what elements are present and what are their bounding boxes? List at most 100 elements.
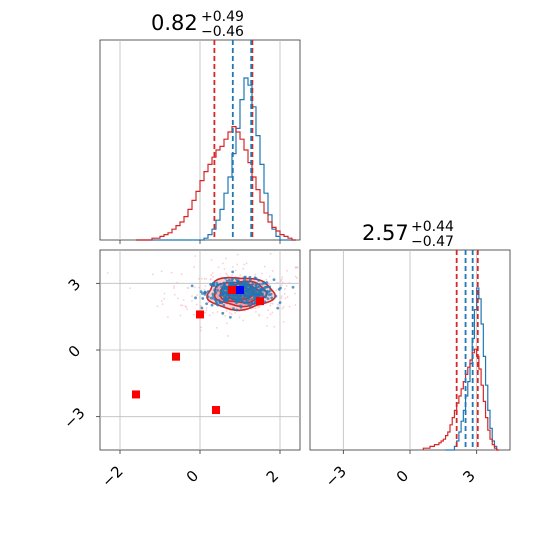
faint-sample-124: [281, 281, 284, 284]
faint-sample-21: [226, 322, 228, 325]
red-marker-3: [212, 406, 220, 414]
faint-sample-201: [285, 285, 288, 287]
panel-joint-content: [106, 250, 307, 414]
blue-sample-299: [211, 281, 215, 285]
blue-sample-27: [254, 277, 258, 280]
joint-markers: [132, 286, 264, 414]
faint-sample-134: [267, 309, 270, 312]
faint-sample-127: [268, 275, 271, 278]
blue-sample-399: [235, 308, 239, 312]
joint-x-tick-label-2: 2: [263, 467, 282, 486]
faint-sample-5: [160, 300, 163, 302]
faint-sample-207: [181, 304, 184, 307]
faint-sample-139: [231, 274, 233, 276]
faint-sample-167: [294, 266, 297, 269]
blue-sample-336: [270, 296, 274, 300]
blue-sample-271: [278, 301, 282, 305]
blue-sample-311: [272, 278, 276, 281]
faint-sample-132: [242, 319, 245, 322]
joint-y-tick-label-0: −3: [60, 404, 88, 432]
blue-sample-415: [245, 289, 249, 293]
faint-sample-98: [194, 255, 197, 257]
faint-sample-103: [195, 303, 198, 306]
blue-sample-315: [238, 282, 242, 286]
faint-sample-229: [209, 278, 212, 281]
blue-sample-300: [260, 288, 264, 292]
blue-sample-171: [254, 282, 258, 286]
panel-param1-tick-marks: [119, 240, 281, 244]
blue-sample-52: [249, 278, 252, 282]
faint-sample-62: [294, 292, 297, 295]
joint-y-tick-label-1: 0: [65, 342, 84, 361]
faint-sample-251: [182, 299, 185, 301]
faint-sample-181: [186, 308, 189, 311]
blue-sample-157: [225, 279, 229, 283]
faint-sample-137: [288, 282, 291, 284]
panel-param2-quantile-lines: [455, 250, 479, 450]
faint-sample-144: [280, 284, 283, 287]
panel-param1-title: 0.82 +0.49 −0.46: [151, 9, 244, 40]
blue-sample-354: [267, 293, 271, 297]
faint-sample-97: [225, 310, 228, 312]
blue-sample-396: [257, 285, 261, 288]
faint-sample-48: [266, 324, 268, 327]
red-marker-5: [228, 286, 236, 294]
panel-param2-x-ticks: −3 0 3: [322, 450, 479, 491]
faint-sample-253: [224, 314, 226, 317]
faint-sample-122: [151, 273, 154, 276]
histogram-series-1: [136, 126, 296, 241]
faint-sample-89: [236, 263, 239, 266]
blue-sample-376: [212, 284, 215, 287]
red-marker-1: [172, 352, 180, 361]
blue-sample-414: [237, 279, 240, 282]
blue-sample-301: [248, 304, 252, 308]
faint-sample-78: [217, 266, 220, 269]
faint-sample-115: [179, 314, 182, 317]
blue-sample-120: [234, 277, 238, 281]
blue-sample-408: [221, 292, 225, 296]
blue-sample-262: [228, 315, 232, 319]
faint-sample-244: [129, 287, 131, 290]
faint-sample-106: [166, 316, 169, 319]
faint-sample-99: [254, 273, 257, 276]
blue-sample-168: [263, 282, 267, 285]
faint-sample-146: [283, 288, 286, 290]
faint-sample-258: [211, 272, 214, 274]
faint-sample-205: [266, 317, 269, 319]
red-marker-4: [256, 297, 264, 306]
faint-sample-135: [256, 306, 259, 309]
faint-sample-125: [277, 303, 279, 306]
blue-sample-375: [209, 296, 213, 300]
blue-sample-2: [221, 311, 225, 315]
faint-sample-254: [221, 262, 224, 265]
blue-sample-258: [239, 305, 243, 309]
red-marker-2: [196, 310, 204, 319]
blue-sample-385: [244, 285, 248, 289]
blue-sample-176: [243, 275, 247, 279]
faint-sample-86: [275, 289, 278, 292]
blue-sample-230: [248, 275, 252, 279]
red-marker-0: [132, 390, 140, 399]
blue-sample-404: [263, 286, 267, 289]
blue-sample-54: [276, 306, 280, 310]
param1-median: 0.82: [151, 11, 198, 35]
blue-sample-407: [219, 289, 223, 293]
faint-sample-65: [243, 263, 246, 266]
histogram-series-0: [445, 287, 499, 451]
faint-sample-27: [276, 281, 279, 284]
faint-sample-186: [305, 313, 307, 315]
blue-sample-285: [258, 288, 262, 292]
faint-sample-58: [212, 275, 214, 278]
faint-sample-24: [176, 281, 179, 284]
param2-x-tick-label-1: 0: [393, 467, 412, 486]
panel-param1-histograms: [136, 77, 296, 241]
panel-param1-histogram: 0.82 +0.49 −0.46: [99, 9, 301, 241]
faint-sample-74: [269, 313, 272, 316]
faint-sample-12: [271, 302, 274, 305]
faint-sample-112: [294, 275, 297, 278]
faint-sample-152: [200, 277, 203, 280]
blue-sample-341: [265, 285, 269, 289]
faint-sample-243: [215, 326, 218, 329]
faint-sample-130: [254, 307, 257, 310]
